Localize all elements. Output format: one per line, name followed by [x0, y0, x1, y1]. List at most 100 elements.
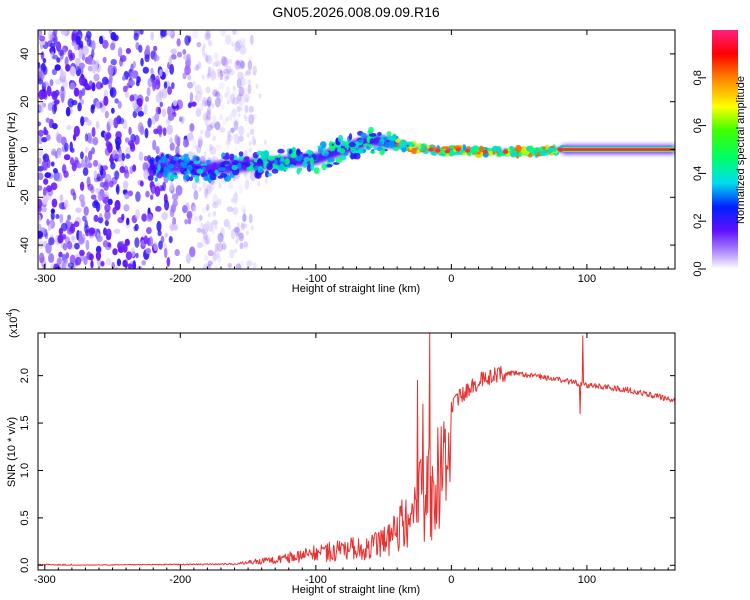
noise-blob: [93, 214, 99, 223]
noise-blob: [132, 110, 138, 119]
noise-blob: [201, 228, 205, 235]
noise-blob: [66, 124, 72, 131]
noise-blob: [132, 164, 137, 172]
noise-blob: [252, 138, 257, 146]
noise-blob: [222, 241, 226, 247]
ridge-peak: [465, 148, 471, 153]
noise-blob: [170, 54, 177, 60]
ridge-blob: [495, 145, 502, 153]
noise-blob: [107, 198, 113, 206]
noise-blob: [88, 253, 94, 261]
ridge-blob: [353, 152, 357, 160]
noise-blob: [206, 183, 213, 195]
noise-blob: [199, 215, 203, 221]
ridge-blob: [369, 132, 377, 137]
ridge-blob: [335, 157, 343, 164]
ridge-blob: [392, 146, 400, 151]
noise-blob: [217, 92, 222, 103]
noise-blob: [63, 170, 69, 178]
noise-blob: [203, 182, 207, 188]
noise-blob: [43, 65, 48, 76]
ridge-blob: [195, 156, 200, 162]
noise-blob: [263, 139, 267, 145]
colorbar-gradient: [712, 30, 738, 269]
noise-blob: [55, 78, 62, 85]
noise-blob: [211, 103, 215, 109]
ridge-blob: [368, 144, 373, 148]
noise-blob: [108, 81, 112, 91]
noise-blob: [48, 253, 55, 264]
noise-blob: [170, 224, 174, 232]
noise-blob: [194, 95, 198, 101]
colorbar-ticks: 0.0 0.2 0.4 0.6 0.8: [692, 70, 706, 277]
noise-blob: [80, 116, 85, 127]
ridge-blob: [183, 153, 189, 158]
spectrogram-y-tick-label: 20: [19, 96, 31, 108]
noise-blob: [172, 199, 178, 208]
noise-blob: [164, 232, 169, 238]
ridge-blob: [532, 149, 539, 156]
noise-blob: [48, 47, 55, 53]
ridge-peak: [428, 147, 434, 152]
noise-blob: [159, 101, 163, 108]
ridge-blob: [256, 150, 263, 156]
noise-blob: [60, 92, 65, 104]
ridge-blob: [357, 139, 364, 144]
ridge-blob: [222, 156, 230, 160]
tone-core: [562, 148, 675, 151]
colorbar-tick-label: 0.2: [692, 214, 704, 229]
noise-blob: [157, 230, 162, 237]
noise-blob: [154, 112, 160, 122]
noise-blob: [208, 222, 214, 233]
noise-blob: [248, 147, 252, 153]
ridge-blob: [552, 147, 557, 152]
noise-blob: [69, 82, 76, 90]
noise-blob: [116, 154, 123, 162]
noise-blob: [194, 144, 198, 150]
noise-blob: [107, 64, 114, 76]
noise-blob: [91, 49, 95, 58]
noise-blob: [38, 213, 42, 225]
noise-blob: [206, 54, 213, 65]
ridge-blob: [189, 176, 194, 182]
ridge-blob: [337, 145, 342, 153]
noise-blob: [235, 263, 242, 269]
noise-blob: [239, 242, 244, 250]
noise-blob: [225, 66, 232, 75]
noise-blob: [151, 80, 156, 92]
noise-blob: [196, 227, 202, 233]
noise-blob: [82, 167, 89, 176]
noise-blob: [248, 213, 253, 224]
noise-blob: [245, 230, 249, 236]
ridge-blob: [379, 149, 385, 156]
noise-blob: [90, 105, 95, 114]
noise-blob: [139, 30, 144, 35]
noise-blob: [87, 183, 94, 191]
noise-blob: [119, 55, 127, 63]
noise-blob: [237, 112, 241, 118]
noise-blob: [206, 204, 210, 211]
noise-blob: [203, 235, 209, 245]
noise-blob: [202, 43, 206, 49]
noise-blob: [53, 99, 60, 105]
noise-blob: [54, 266, 62, 269]
ridge-blob: [277, 148, 285, 154]
noise-blob: [105, 141, 112, 148]
noise-blob: [233, 126, 237, 132]
ridge-blob: [259, 169, 263, 174]
ridge-blob: [478, 145, 484, 153]
noise-blob: [235, 39, 243, 50]
noise-blob: [66, 241, 73, 250]
noise-blob: [168, 236, 173, 244]
noise-blob: [158, 89, 163, 100]
ridge-blob: [369, 150, 376, 154]
noise-blob: [190, 247, 194, 256]
noise-blob: [237, 59, 245, 70]
ridge-blob: [271, 168, 279, 174]
ridge-blob: [310, 163, 315, 171]
noise-blob: [69, 254, 76, 265]
noise-blob: [75, 256, 82, 266]
noise-blob: [49, 42, 56, 49]
noise-blob: [231, 41, 235, 47]
noise-blob: [137, 110, 144, 117]
